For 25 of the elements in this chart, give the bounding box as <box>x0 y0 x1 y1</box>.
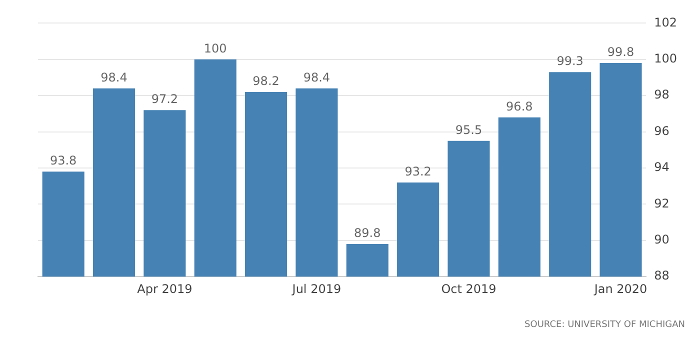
data-label: 99.8 <box>607 45 634 60</box>
data-label: 99.3 <box>556 54 584 68</box>
data-label: 93.2 <box>404 164 432 179</box>
x-tick-label: Oct 2019 <box>441 282 496 296</box>
y-tick-label: 94 <box>654 160 670 174</box>
data-label: 98.4 <box>303 70 330 84</box>
x-tick-label: Jan 2020 <box>593 282 648 296</box>
data-label: 96.8 <box>506 99 533 114</box>
data-label: 98.4 <box>100 70 128 84</box>
x-tick-label: Apr 2019 <box>137 282 192 296</box>
y-tick-label: 88 <box>654 268 670 283</box>
y-tick-label: 98 <box>654 88 670 102</box>
data-label: 100 <box>204 42 227 56</box>
data-label: 98.2 <box>252 74 280 88</box>
data-label: 89.8 <box>354 226 381 240</box>
y-tick-label: 96 <box>654 124 670 138</box>
data-label: 93.8 <box>50 154 77 168</box>
data-label: 97.2 <box>151 92 178 106</box>
y-tick-label: 92 <box>654 196 670 210</box>
y-tick-label: 102 <box>654 15 677 30</box>
y-tick-label: 100 <box>654 52 677 66</box>
y-tick-label: 90 <box>654 232 670 247</box>
data-label: 95.5 <box>455 122 482 137</box>
source-note: SOURCE: UNIVERSITY OF MICHIGAN <box>524 320 685 330</box>
x-tick-label: Jul 2019 <box>291 282 342 296</box>
